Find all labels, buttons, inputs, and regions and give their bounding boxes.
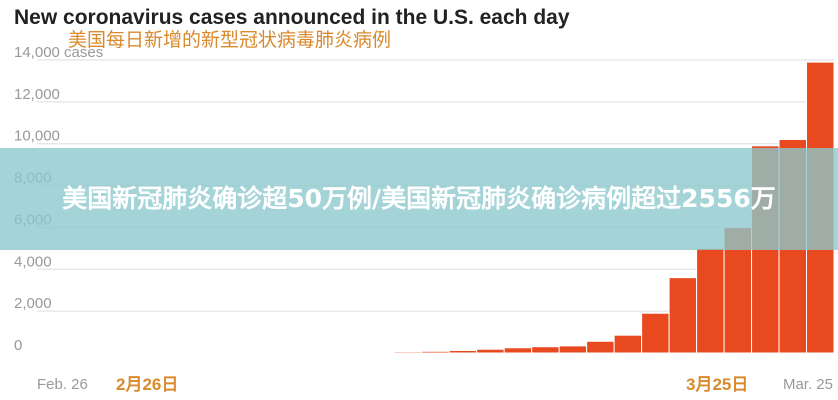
y-tick-label: 0: [14, 337, 22, 354]
bar: [641, 312, 670, 354]
bar: [696, 247, 725, 354]
chart-title: New coronavirus cases announced in the U…: [14, 6, 570, 29]
bar: [448, 349, 478, 354]
bar: [531, 346, 560, 354]
bar: [366, 351, 395, 354]
bar: [586, 340, 615, 354]
bar: [558, 345, 588, 354]
y-tick-label: 10,000: [14, 128, 60, 145]
y-tick-label: 4,000: [14, 253, 52, 270]
bar: [393, 351, 423, 354]
y-tick-label: 12,000: [14, 86, 60, 103]
bar: [668, 277, 698, 354]
x-tick-label-zh: 2月26日: [116, 375, 178, 394]
x-tick-label-zh: 3月25日: [686, 375, 748, 394]
bar: [613, 334, 643, 354]
chart-subtitle: 美国每日新增的新型冠状病毒肺炎病例: [68, 29, 391, 51]
x-tick-label: Mar. 25: [783, 376, 833, 393]
bar: [476, 348, 505, 354]
y-tick-label: 2,000: [14, 295, 52, 312]
banner-text: 美国新冠肺炎确诊超50万例/美国新冠肺炎确诊病例超过2556万: [62, 184, 776, 213]
bar: [503, 347, 533, 354]
bar: [421, 350, 450, 354]
x-tick-label: Feb. 26: [37, 376, 88, 393]
y-tick-label: 14,000 cases: [14, 44, 103, 61]
bar: [338, 351, 368, 354]
banner: 美国新冠肺炎确诊超50万例/美国新冠肺炎确诊病例超过2556万: [0, 148, 838, 250]
